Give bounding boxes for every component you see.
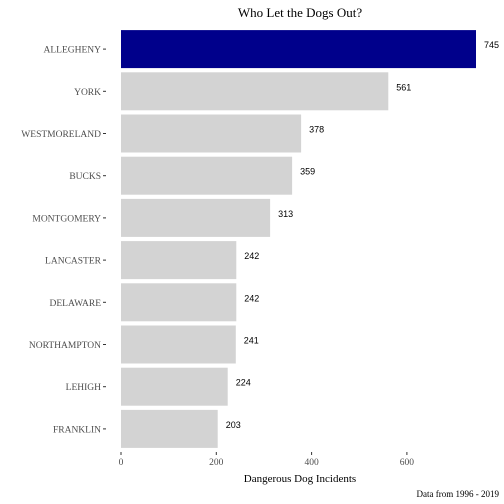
bar-montgomery (121, 198, 271, 237)
category-label-delaware: DELAWARE (50, 299, 102, 309)
bar-bucks (121, 156, 293, 195)
bar-northampton (121, 325, 236, 364)
value-label-allegheny: 745 (484, 40, 499, 50)
value-labels: 745 561 378 359 313 242 242 241 224 203 (226, 40, 499, 430)
value-label-franklin: 203 (226, 420, 241, 430)
value-label-york: 561 (396, 82, 411, 92)
caption: Data from 1996 - 2019 (417, 489, 500, 499)
category-labels: ALLEGHENY YORK WESTMORELAND BUCKS MONTGOMERY… (21, 46, 106, 435)
value-label-westmoreland: 378 (309, 125, 324, 135)
x-tick-label-200: 200 (209, 458, 224, 468)
category-label-franklin: FRANKLIN (53, 425, 101, 435)
bar-franklin (121, 409, 218, 448)
category-label-bucks: BUCKS (69, 172, 101, 182)
value-label-lehigh: 224 (236, 378, 251, 388)
value-label-delaware: 242 (244, 293, 259, 303)
value-label-northampton: 241 (244, 336, 259, 346)
x-tick-label-0: 0 (119, 458, 124, 468)
value-label-lancaster: 242 (244, 251, 259, 261)
category-label-lehigh: LEHIGH (66, 383, 101, 393)
bar-lehigh (121, 367, 228, 406)
chart-title: Who Let the Dogs Out? (238, 5, 362, 20)
x-tick-label-400: 400 (304, 458, 319, 468)
category-label-northampton: NORTHAMPTON (29, 341, 101, 351)
bar-allegheny (121, 30, 476, 69)
bars (121, 30, 476, 448)
bar-lancaster (121, 241, 237, 280)
category-label-allegheny: ALLEGHENY (43, 46, 101, 56)
value-label-montgomery: 313 (278, 209, 293, 219)
x-tick-label-600: 600 (400, 458, 415, 468)
category-label-westmoreland: WESTMORELAND (21, 130, 101, 140)
value-label-bucks: 359 (300, 167, 315, 177)
category-label-lancaster: LANCASTER (45, 257, 102, 267)
x-axis-ticks: 0 200 400 600 (119, 452, 415, 468)
bar-delaware (121, 283, 237, 322)
x-axis-title: Dangerous Dog Incidents (244, 473, 356, 485)
category-label-montgomery: MONTGOMERY (32, 214, 101, 224)
category-label-york: YORK (74, 88, 101, 98)
bar-westmoreland (121, 114, 302, 153)
bar-york (121, 72, 389, 111)
